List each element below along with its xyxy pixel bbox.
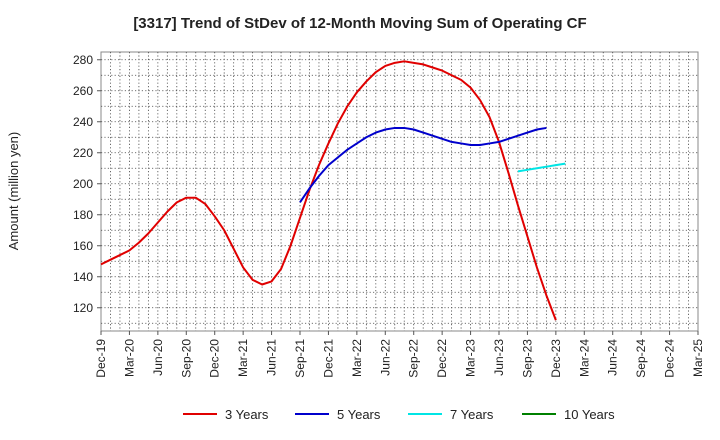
x-tick-label: Jun-20	[151, 339, 165, 376]
x-tick-label: Dec-19	[94, 339, 108, 378]
series-line-5-years	[299, 126, 547, 203]
x-tick-label: Mar-22	[350, 339, 364, 377]
legend-label: 7 Years	[450, 407, 494, 422]
x-tick-label: Mar-23	[464, 339, 478, 377]
plot-frame	[100, 51, 699, 332]
chart-title: [3317] Trend of StDev of 12-Month Moving…	[133, 15, 586, 32]
y-tick-label: 220	[73, 146, 93, 160]
x-tick-label: Sep-22	[407, 339, 421, 378]
legend-label: 3 Years	[225, 407, 269, 422]
x-tick-label: Jun-21	[265, 339, 279, 376]
y-tick-label: 200	[73, 177, 93, 191]
y-tick-label: 240	[73, 115, 93, 129]
y-tick-label: 160	[73, 239, 93, 253]
plot-area: 120 140 160 180 200 220 240 260 280 Dec-19 Mar-20 J…	[73, 51, 705, 378]
x-tick-label: Dec-22	[435, 339, 449, 378]
x-tick-label: Dec-21	[321, 339, 335, 378]
y-tick-label: 140	[73, 270, 93, 284]
x-tick-label: Jun-23	[492, 339, 506, 376]
x-tick-label: Mar-20	[122, 339, 136, 377]
x-tick-label: Dec-24	[663, 339, 677, 378]
legend: 3 Years 5 Years 7 Years 10 Years	[183, 407, 615, 422]
y-tick-label: 120	[73, 301, 93, 315]
x-tick-label: Mar-24	[577, 339, 591, 377]
x-tick-label: Sep-23	[520, 339, 534, 378]
x-tick-label: Mar-25	[691, 339, 705, 377]
x-tick-label: Jun-22	[378, 339, 392, 376]
x-tick-label: Sep-21	[293, 339, 307, 378]
series-line-3-years	[100, 60, 557, 321]
x-tick-label: Jun-24	[606, 339, 620, 376]
y-tick-label: 180	[73, 208, 93, 222]
x-tick-label: Sep-24	[634, 339, 648, 378]
x-tick-label: Dec-20	[208, 339, 222, 378]
legend-label: 10 Years	[564, 407, 615, 422]
y-tick-label: 280	[73, 53, 93, 67]
series-line-7-years	[517, 162, 566, 173]
y-axis-label: Amount (million yen)	[6, 132, 21, 251]
legend-label: 5 Years	[337, 407, 381, 422]
x-tick-label: Mar-21	[236, 339, 250, 377]
x-tick-label: Dec-23	[549, 339, 563, 378]
x-tick-label: Sep-20	[179, 339, 193, 378]
y-tick-label: 260	[73, 84, 93, 98]
